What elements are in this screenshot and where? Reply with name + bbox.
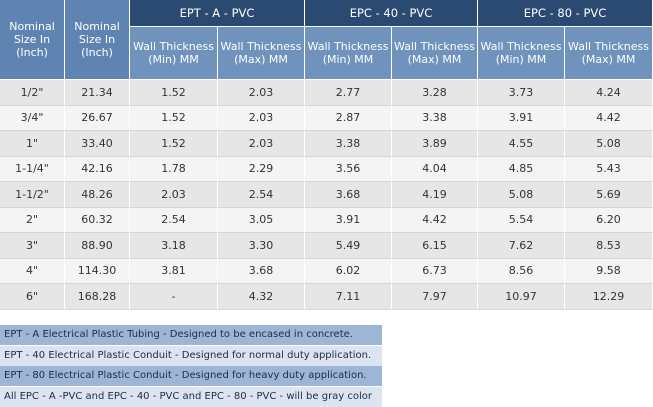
- table-cell: 4.19: [392, 182, 478, 208]
- table-cell: 3.38: [392, 105, 478, 131]
- table-cell: 7.11: [305, 284, 392, 310]
- table-cell: 1/2": [0, 80, 65, 106]
- table-cell: 5.08: [478, 182, 565, 208]
- table-cell: 7.97: [392, 284, 478, 310]
- column-header: Wall Thickness (Min) MM: [478, 27, 565, 80]
- table-cell: 33.40: [65, 131, 130, 157]
- table-cell: 2.77: [305, 80, 392, 106]
- table-cell: 8.53: [565, 233, 653, 259]
- table-cell: 5.08: [565, 131, 653, 157]
- table-cell: 5.69: [565, 182, 653, 208]
- table-cell: 60.32: [65, 207, 130, 233]
- table-cell: 2.03: [218, 131, 305, 157]
- table-cell: 3/4": [0, 105, 65, 131]
- table-cell: 26.67: [65, 105, 130, 131]
- table-cell: 4.42: [565, 105, 653, 131]
- table-cell: 2.29: [218, 156, 305, 182]
- table-cell: 3.81: [130, 258, 218, 284]
- column-header: Wall Thickness (Min) MM: [305, 27, 392, 80]
- table-cell: 88.90: [65, 233, 130, 259]
- table-cell: 2.03: [130, 182, 218, 208]
- note: EPT - A Electrical Plastic Tubing - Desi…: [0, 325, 382, 345]
- table-cell: 6.02: [305, 258, 392, 284]
- table-cell: 1.52: [130, 131, 218, 157]
- table-cell: 4.42: [392, 207, 478, 233]
- table-cell: 168.28: [65, 284, 130, 310]
- table-cell: 4.04: [392, 156, 478, 182]
- table-cell: 4.55: [478, 131, 565, 157]
- table-cell: 3.30: [218, 233, 305, 259]
- table-cell: 2": [0, 207, 65, 233]
- corner-header: Nominal Size In (Inch): [0, 0, 65, 80]
- table-cell: 5.49: [305, 233, 392, 259]
- column-header: Wall Thickness (Max) MM: [218, 27, 305, 80]
- table-cell: 5.43: [565, 156, 653, 182]
- table-cell: 8.56: [478, 258, 565, 284]
- table-cell: 6.20: [565, 207, 653, 233]
- table-cell: 6.73: [392, 258, 478, 284]
- table-cell: 2.03: [218, 80, 305, 106]
- note: EPT - 80 Electrical Plastic Conduit - De…: [0, 366, 382, 386]
- table-cell: 3": [0, 233, 65, 259]
- table-cell: 3.28: [392, 80, 478, 106]
- table-cell: 3.73: [478, 80, 565, 106]
- table-cell: 21.34: [65, 80, 130, 106]
- column-header: Wall Thickness (Max) MM: [392, 27, 478, 80]
- table-cell: 5.54: [478, 207, 565, 233]
- table-cell: 4.85: [478, 156, 565, 182]
- table-cell: 3.91: [305, 207, 392, 233]
- table-cell: 4.32: [218, 284, 305, 310]
- corner-header: Nominal Size In (Inch): [65, 0, 130, 80]
- table-cell: 3.68: [305, 182, 392, 208]
- table-cell: 3.05: [218, 207, 305, 233]
- group-header: EPC - 40 - PVC: [305, 0, 478, 27]
- table-cell: 3.68: [218, 258, 305, 284]
- column-header: Wall Thickness (Max) MM: [565, 27, 653, 80]
- table-cell: 12.29: [565, 284, 653, 310]
- note: All EPC - A -PVC and EPC - 40 - PVC and …: [0, 386, 382, 407]
- group-header: EPC - 80 - PVC: [478, 0, 653, 27]
- table-cell: 1-1/2": [0, 182, 65, 208]
- table-cell: 1.78: [130, 156, 218, 182]
- table-cell: 3.38: [305, 131, 392, 157]
- table-cell: 2.87: [305, 105, 392, 131]
- table-cell: 2.03: [218, 105, 305, 131]
- table-cell: 9.58: [565, 258, 653, 284]
- group-header: EPT - A - PVC: [130, 0, 305, 27]
- note: EPT - 40 Electrical Plastic Conduit - De…: [0, 345, 382, 366]
- table-cell: 6.15: [392, 233, 478, 259]
- table-cell: 3.56: [305, 156, 392, 182]
- table-cell: 1": [0, 131, 65, 157]
- table-cell: 42.16: [65, 156, 130, 182]
- table-cell: 3.91: [478, 105, 565, 131]
- table-cell: 1-1/4": [0, 156, 65, 182]
- table-cell: 1.52: [130, 105, 218, 131]
- table-cell: 114.30: [65, 258, 130, 284]
- table-cell: 4": [0, 258, 65, 284]
- table-cell: 6": [0, 284, 65, 310]
- table-cell: 3.18: [130, 233, 218, 259]
- table-cell: 2.54: [130, 207, 218, 233]
- table-cell: 10.97: [478, 284, 565, 310]
- table-cell: 48.26: [65, 182, 130, 208]
- table-cell: 3.89: [392, 131, 478, 157]
- table-cell: -: [130, 284, 218, 310]
- table-cell: 7.62: [478, 233, 565, 259]
- column-header: Wall Thickness (Min) MM: [130, 27, 218, 80]
- table-cell: 4.24: [565, 80, 653, 106]
- table-cell: 1.52: [130, 80, 218, 106]
- table-cell: 2.54: [218, 182, 305, 208]
